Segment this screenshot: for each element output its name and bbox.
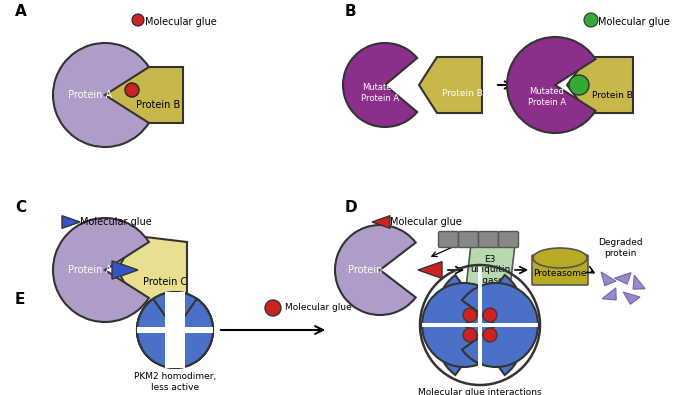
FancyBboxPatch shape: [439, 231, 458, 248]
Wedge shape: [438, 299, 522, 375]
Wedge shape: [137, 299, 213, 368]
Text: Molecular glue interactions
stabilize PKM2 tetramer, more
active: Molecular glue interactions stabilize PK…: [411, 388, 549, 395]
FancyBboxPatch shape: [499, 231, 518, 248]
Bar: [165, 292, 185, 368]
Bar: [137, 327, 213, 333]
Circle shape: [483, 308, 497, 322]
Text: D: D: [345, 201, 358, 216]
Wedge shape: [507, 37, 595, 133]
Text: Ub: Ub: [462, 235, 475, 244]
Polygon shape: [117, 236, 187, 304]
Circle shape: [463, 328, 477, 342]
Circle shape: [265, 300, 281, 316]
Circle shape: [569, 75, 589, 95]
Wedge shape: [137, 299, 213, 368]
Polygon shape: [419, 57, 482, 113]
Text: Degraded
protein: Degraded protein: [597, 238, 643, 258]
Wedge shape: [335, 225, 416, 315]
Text: PKM2 homodimer,
less active: PKM2 homodimer, less active: [134, 372, 216, 392]
Text: Ub: Ub: [483, 235, 494, 244]
Circle shape: [125, 83, 139, 97]
Text: Protein B: Protein B: [136, 100, 180, 110]
Text: A: A: [15, 4, 27, 19]
Text: Molecular glue: Molecular glue: [285, 303, 352, 312]
Polygon shape: [62, 216, 80, 228]
Wedge shape: [462, 283, 538, 367]
Polygon shape: [623, 292, 640, 304]
Wedge shape: [137, 292, 213, 361]
FancyBboxPatch shape: [458, 231, 479, 248]
Wedge shape: [343, 43, 417, 127]
Polygon shape: [372, 216, 390, 228]
Wedge shape: [137, 292, 213, 361]
Text: E3
ubiquitin
ligase: E3 ubiquitin ligase: [470, 255, 510, 285]
Wedge shape: [53, 43, 149, 147]
Circle shape: [483, 328, 497, 342]
Polygon shape: [601, 272, 616, 286]
Polygon shape: [602, 288, 616, 300]
Text: Protein A: Protein A: [68, 265, 112, 275]
Text: Mutated
Protein A: Mutated Protein A: [528, 87, 566, 107]
Text: Ub: Ub: [503, 235, 514, 244]
Circle shape: [463, 308, 477, 322]
Text: Molecular glue: Molecular glue: [598, 17, 670, 27]
Circle shape: [132, 14, 144, 26]
Text: Protein A: Protein A: [68, 90, 112, 100]
Circle shape: [584, 13, 598, 27]
Polygon shape: [102, 67, 183, 123]
Text: Molecular glue: Molecular glue: [390, 217, 462, 227]
Wedge shape: [53, 218, 149, 322]
Bar: [422, 323, 538, 327]
Polygon shape: [633, 275, 645, 289]
Text: Molecular glue: Molecular glue: [80, 217, 152, 227]
Wedge shape: [422, 283, 498, 367]
Text: B: B: [345, 4, 356, 19]
Text: Protein C: Protein C: [143, 277, 187, 287]
Ellipse shape: [533, 248, 587, 268]
Polygon shape: [418, 261, 442, 278]
Text: Ub: Ub: [443, 235, 454, 244]
Text: Molecular glue: Molecular glue: [145, 17, 217, 27]
FancyBboxPatch shape: [479, 231, 499, 248]
Bar: [478, 267, 482, 383]
Text: Protein B: Protein B: [441, 88, 483, 98]
Text: E: E: [15, 293, 26, 307]
Text: Protein B: Protein B: [591, 90, 632, 100]
FancyBboxPatch shape: [532, 255, 588, 285]
Text: C: C: [15, 201, 26, 216]
Polygon shape: [465, 244, 515, 296]
Polygon shape: [112, 261, 138, 279]
Polygon shape: [614, 273, 631, 284]
Polygon shape: [567, 57, 633, 113]
Wedge shape: [438, 275, 522, 351]
Text: Protein A: Protein A: [348, 265, 392, 275]
Text: Proteasome: Proteasome: [533, 269, 587, 278]
Text: Mutated
Protein A: Mutated Protein A: [361, 83, 399, 103]
